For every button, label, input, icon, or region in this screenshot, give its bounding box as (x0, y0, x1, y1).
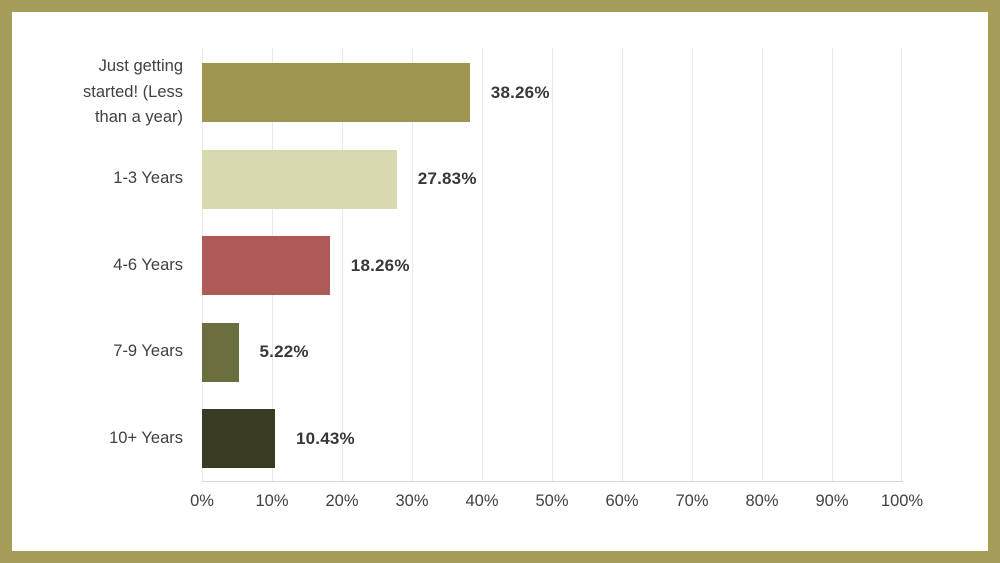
gridline-80 (762, 48, 763, 481)
value-label-3: 5.22% (259, 342, 309, 361)
category-label-text-2: 4-6 Years (113, 255, 183, 274)
bar-2 (202, 236, 330, 295)
category-label-text-0: Just getting started! (Less than a year) (83, 57, 183, 127)
bar-row-3: 5.22% (202, 322, 309, 382)
x-tick-label-100: 100% (880, 492, 924, 510)
gridline-30 (412, 48, 413, 481)
x-tick-label-30: 30% (395, 492, 429, 510)
category-label-1: 1-3 Years (51, 150, 183, 209)
x-tick-label-10: 10% (255, 492, 289, 510)
bar-row-4: 10.43% (202, 409, 355, 468)
x-tick-label-50: 50% (535, 492, 569, 510)
gridline-100 (901, 48, 902, 481)
bar-row-1: 27.83% (202, 149, 477, 209)
gridline-60 (622, 48, 623, 481)
category-label-0: Just getting started! (Less than a year) (51, 57, 183, 126)
x-tick-label-20: 20% (325, 492, 359, 510)
gridline-20 (342, 48, 343, 481)
x-tick-label-80: 80% (745, 492, 779, 510)
value-label-2: 18.26% (350, 255, 410, 275)
bar-3 (202, 322, 239, 382)
x-tick-label-40: 40% (465, 492, 499, 510)
bar-1 (202, 149, 397, 209)
x-tick-label-90: 90% (815, 492, 849, 510)
value-label-4: 10.43% (296, 428, 355, 448)
x-axis-line (202, 481, 903, 482)
bar-row-0: 38.26% (202, 63, 550, 122)
bar-row-2: 18.26% (202, 236, 410, 295)
x-tick-label-70: 70% (675, 492, 709, 510)
category-label-text-1: 1-3 Years (113, 169, 183, 188)
bar-0 (202, 63, 470, 122)
x-tick-label-60: 60% (605, 492, 639, 510)
bar-4 (202, 409, 275, 468)
category-label-text-4: 10+ Years (109, 428, 183, 447)
value-label-0: 38.26% (490, 82, 550, 102)
category-label-text-3: 7-9 Years (113, 342, 183, 361)
plot-area: 0% 10% 20% 30% 40% 50% 60% 70% 80% 90% 100% Just ge… (83, 48, 923, 510)
category-label-2: 4-6 Years (51, 236, 183, 295)
gridline-40 (482, 48, 483, 481)
category-label-3: 7-9 Years (51, 323, 183, 382)
value-label-1: 27.83% (417, 169, 477, 188)
x-tick-label-0: 0% (190, 492, 214, 510)
gridline-90 (832, 48, 833, 481)
gridline-70 (692, 48, 693, 481)
category-label-4: 10+ Years (51, 409, 183, 468)
gridline-50 (552, 48, 553, 481)
